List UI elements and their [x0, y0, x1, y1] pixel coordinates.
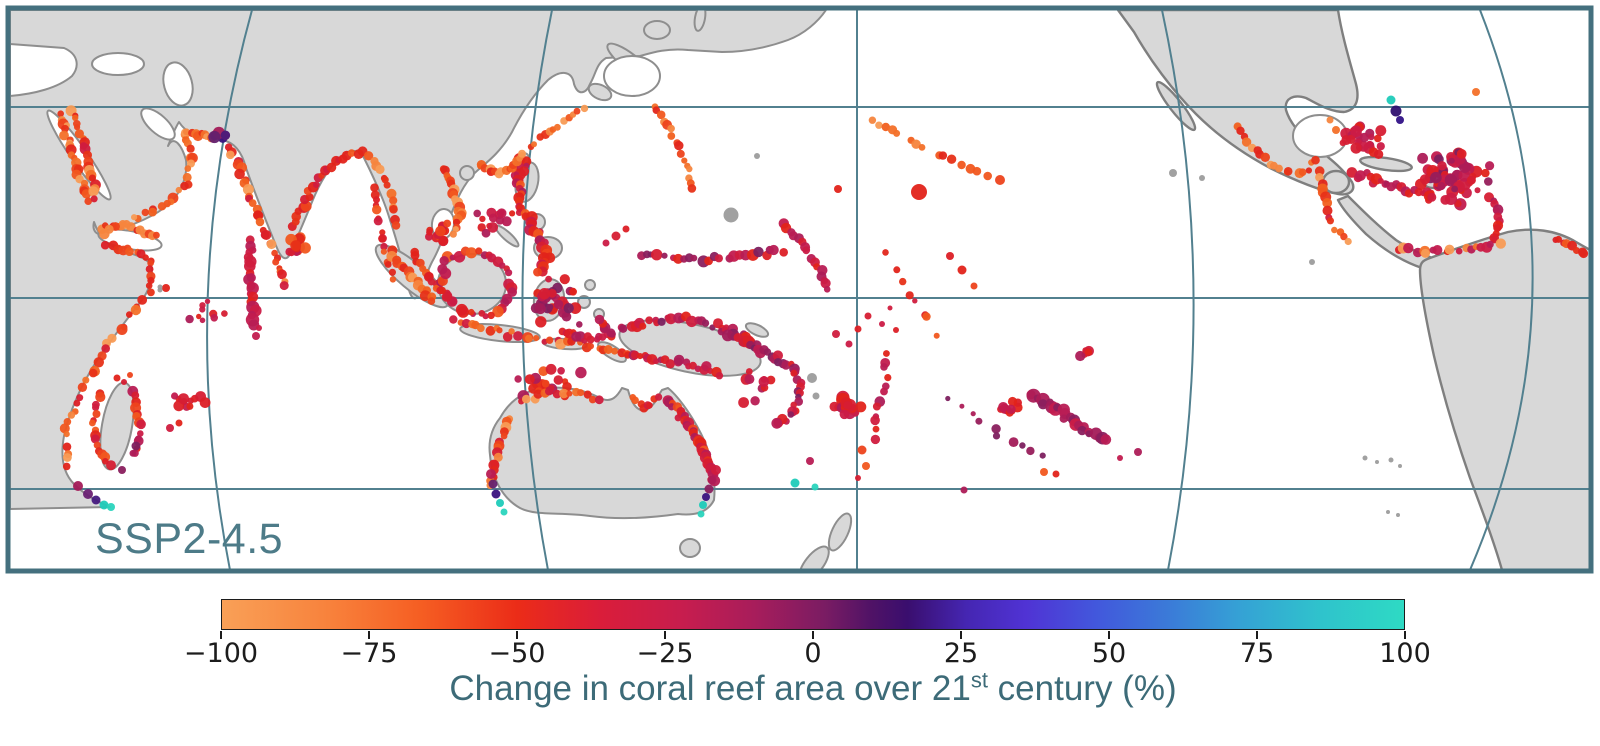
- meridian-5: [1469, 10, 1534, 569]
- graticule: [10, 10, 1589, 569]
- colorbar-title: Change in coral reef area over 21st cent…: [221, 669, 1405, 709]
- colorbar-tick-label: 25: [943, 638, 979, 669]
- land-hainan: [459, 165, 475, 181]
- scenario-label: SSP2-4.5: [95, 515, 283, 563]
- colorbar: [221, 599, 1405, 630]
- sea-persian-gulf: [140, 107, 176, 141]
- colorbar-tickmarks: [220, 630, 1406, 640]
- colorbar-tick-label: −50: [488, 638, 546, 669]
- meridian-2: [521, 10, 553, 569]
- colorbar-tick-label: 50: [1091, 638, 1127, 669]
- land-tasmania: [679, 538, 701, 558]
- land-nz-north: [827, 512, 853, 552]
- sea-caspian: [162, 61, 194, 107]
- colorbar-tickmark: [368, 631, 370, 639]
- meridian-4: [1161, 10, 1195, 569]
- sea-black: [91, 52, 145, 76]
- colorbar-tick-labels: −100 −75 −50 −25 0 25 50 75 100: [184, 638, 1431, 669]
- land-south-america: [1418, 228, 1589, 569]
- colorbar-tickmark: [1404, 631, 1406, 639]
- colorbar-tickmark: [516, 631, 518, 639]
- land-halmahera: [584, 279, 596, 291]
- colorbar-title-text-after: century (%): [987, 669, 1177, 708]
- colorbar-tick-label: 0: [804, 638, 822, 669]
- colorbar-tick-label: −100: [183, 638, 259, 669]
- colorbar-tickmark: [960, 631, 962, 639]
- colorbar-tickmark: [1108, 631, 1110, 639]
- reef-dots: [57, 88, 1589, 518]
- colorbar-tick-label: 75: [1239, 638, 1275, 669]
- colorbar-tick-label: −75: [340, 638, 398, 669]
- land-sakhalin: [693, 10, 707, 32]
- colorbar-tickmark: [812, 631, 814, 639]
- map-panel: SSP2-4.5: [5, 5, 1594, 574]
- world-map: SSP2-4.5: [5, 5, 1594, 574]
- land-kyushu: [587, 82, 613, 102]
- colorbar-tickmark: [664, 631, 666, 639]
- land-new-britain: [744, 322, 770, 338]
- land-cuba: [1359, 155, 1413, 173]
- sea-of-japan: [603, 55, 661, 97]
- colorbar-title-superscript: st: [970, 667, 988, 693]
- sea-gulf-of-mexico: [1292, 114, 1348, 158]
- land-nz-south: [798, 545, 830, 569]
- colorbar-title-text: Change in coral reef area over 21: [449, 669, 971, 708]
- colorbar-tick-label: −25: [636, 638, 694, 669]
- meridian-1: [206, 10, 253, 569]
- land-hokkaido: [643, 20, 671, 40]
- map-frame: [5, 5, 1594, 574]
- colorbar-tickmark: [220, 631, 222, 639]
- sea-mediterranean: [10, 42, 78, 98]
- colorbar-tick-label: 100: [1379, 638, 1431, 669]
- colorbar-tickmark: [1256, 631, 1258, 639]
